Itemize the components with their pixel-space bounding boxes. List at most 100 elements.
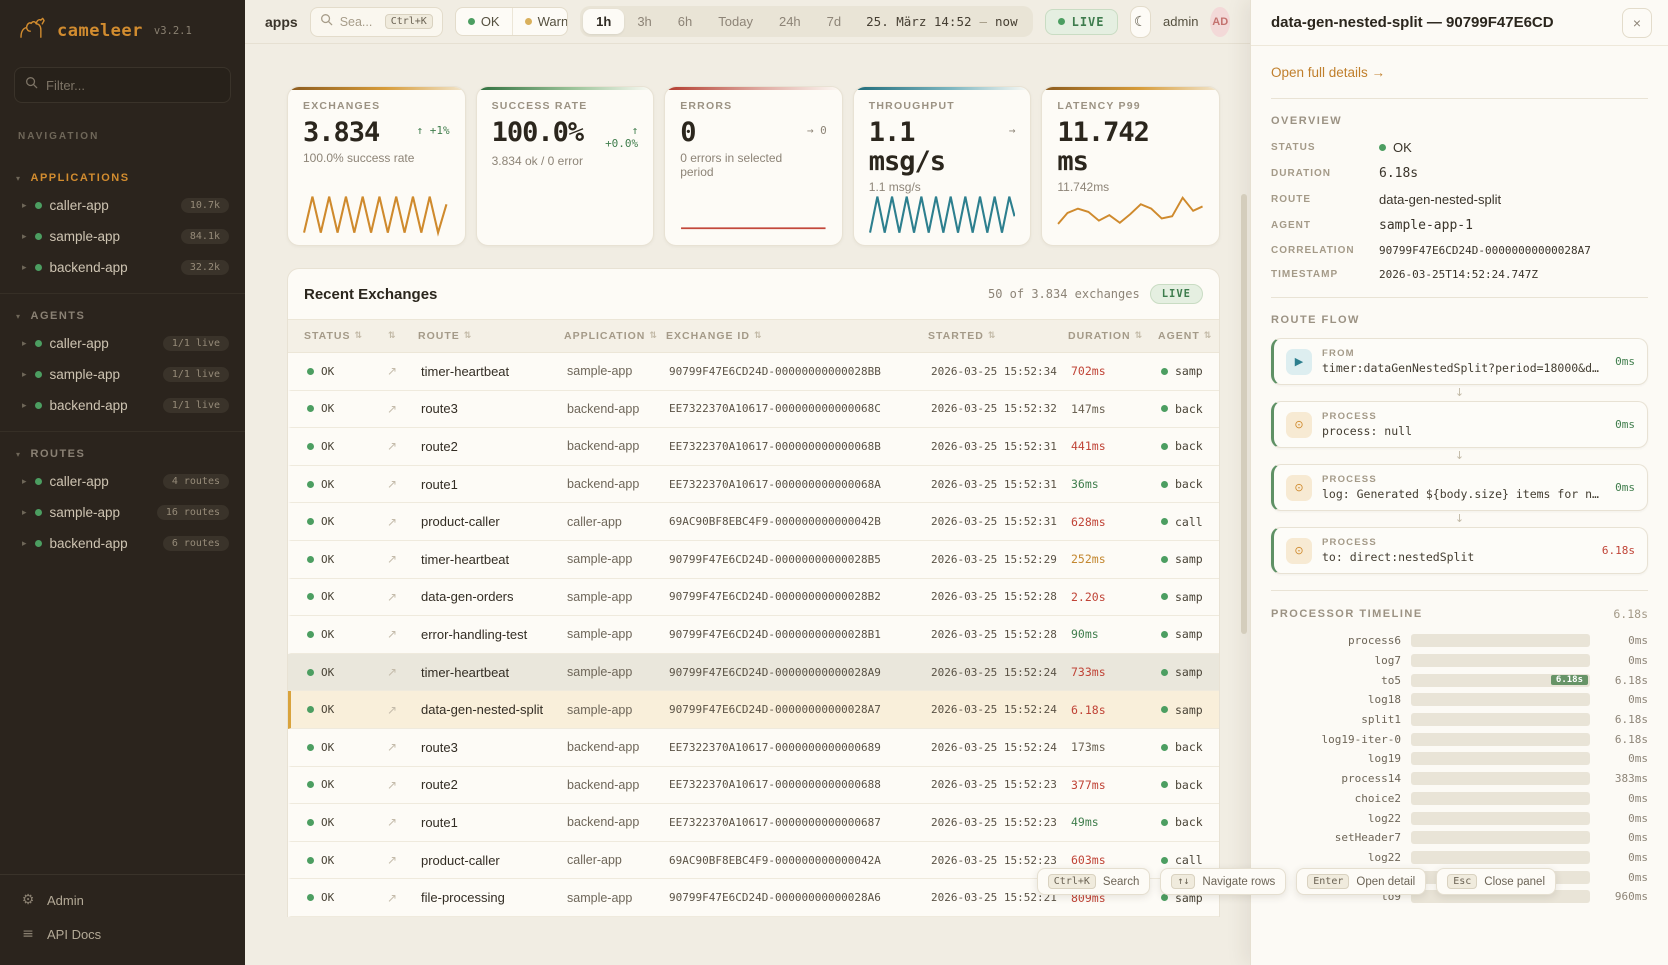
avatar[interactable]: AD — [1210, 6, 1230, 37]
table-row[interactable]: OK ↗ timer-heartbeat sample-app 90799F47… — [288, 653, 1219, 692]
open-exchange-icon[interactable]: ↗ — [387, 439, 398, 454]
sidebar-item-admin[interactable]: ⚙ Admin — [0, 883, 245, 917]
sidebar-item-agent[interactable]: ▸ sample-app 1/1 live — [0, 359, 245, 390]
time-range-option[interactable]: 6h — [677, 14, 693, 29]
open-exchange-icon[interactable]: ↗ — [387, 815, 398, 830]
table-row[interactable]: OK ↗ route2 backend-app EE7322370A10617-… — [288, 428, 1219, 466]
timeline-row[interactable]: log22 0ms — [1271, 808, 1648, 828]
open-exchange-icon[interactable]: ↗ — [387, 740, 398, 755]
theme-toggle[interactable]: ☾ — [1129, 5, 1152, 38]
flow-step-card[interactable]: ⊙ PROCESS to: direct:nestedSplit 6.18s — [1271, 527, 1648, 574]
stat-delta: → — [1008, 124, 1016, 137]
status-label: OK — [321, 815, 335, 829]
timeline-row[interactable]: process6 0ms — [1271, 631, 1648, 651]
live-indicator[interactable]: LIVE — [1044, 8, 1118, 35]
column-header[interactable]: STATUS ⇅ — [304, 330, 384, 342]
timeline-row[interactable]: setHeader7 0ms — [1271, 828, 1648, 848]
status-filter[interactable]: Warn — [511, 8, 567, 35]
sidebar-filter[interactable] — [14, 67, 231, 103]
table-row[interactable]: OK ↗ route1 backend-app EE7322370A10617-… — [288, 804, 1219, 842]
search-input[interactable] — [339, 14, 378, 29]
section-header-routes[interactable]: ▾ ROUTES — [0, 442, 245, 466]
duration-cell: 441ms — [1071, 439, 1106, 454]
sidebar-item-api-docs[interactable]: ≡ API Docs — [0, 917, 245, 951]
sidebar-item-agent[interactable]: ▸ caller-app 1/1 live — [0, 328, 245, 359]
sidebar-item-route[interactable]: ▸ backend-app 6 routes — [0, 528, 245, 559]
open-exchange-icon[interactable]: ↗ — [387, 777, 398, 792]
table-row[interactable]: OK ↗ route3 backend-app EE7322370A10617-… — [288, 729, 1219, 767]
sidebar-item-application[interactable]: ▸ caller-app 10.7k — [0, 190, 245, 221]
timeline-row[interactable]: split1 6.18s — [1271, 710, 1648, 730]
status-filter[interactable]: OK — [456, 8, 512, 35]
sidebar-item-route[interactable]: ▸ caller-app 4 routes — [0, 466, 245, 497]
processor-name: process14 — [1341, 772, 1401, 786]
timeline-row[interactable]: log19 0ms — [1271, 749, 1648, 769]
global-search[interactable]: Ctrl+K — [309, 6, 443, 37]
table-row[interactable]: OK ↗ route1 backend-app EE7322370A10617-… — [288, 466, 1219, 504]
column-header[interactable]: APPLICATION ⇅ — [564, 330, 666, 342]
table-row[interactable]: OK ↗ timer-heartbeat sample-app 90799F47… — [288, 541, 1219, 579]
section-header-agents[interactable]: ▾ AGENTS — [0, 304, 245, 328]
open-exchange-icon[interactable]: ↗ — [387, 890, 398, 905]
flow-step-card[interactable]: ⊙ PROCESS process: null 0ms — [1271, 401, 1648, 448]
time-range-option[interactable]: 24h — [778, 14, 801, 29]
table-row[interactable]: OK ↗ timer-heartbeat sample-app 90799F47… — [288, 353, 1219, 391]
section-header-applications[interactable]: ▾ APPLICATIONS — [0, 166, 245, 190]
table-row[interactable]: OK ↗ data-gen-orders sample-app 90799F47… — [288, 579, 1219, 617]
table-row[interactable]: OK ↗ file-processing sample-app 90799F47… — [288, 879, 1219, 917]
timeline-row[interactable]: process14 383ms — [1271, 769, 1648, 789]
column-header[interactable]: EXCHANGE ID ⇅ — [666, 330, 928, 342]
open-exchange-icon[interactable]: ↗ — [387, 627, 398, 642]
stat-card-success-rate[interactable]: SUCCESS RATE 100.0% ↑ +0.0% 3.834 ok / 0… — [475, 86, 655, 246]
main-scrollbar[interactable] — [1241, 194, 1247, 634]
column-header[interactable]: ⇅ — [384, 331, 418, 341]
chevron-right-icon: ▸ — [22, 538, 27, 549]
table-row[interactable]: OK ↗ product-caller caller-app 69AC90BF8… — [288, 842, 1219, 880]
stat-card-exchanges[interactable]: EXCHANGES 3.834 ↑ +1% 100.0% success rat… — [287, 86, 466, 246]
table-row[interactable]: OK ↗ product-caller caller-app 69AC90BF8… — [288, 503, 1219, 541]
close-panel-button[interactable]: × — [1622, 7, 1652, 38]
timeline-row[interactable]: to5 6.18s 6.18s — [1271, 670, 1648, 690]
table-row[interactable]: OK ↗ route2 backend-app EE7322370A10617-… — [288, 767, 1219, 805]
open-exchange-icon[interactable]: ↗ — [387, 401, 398, 416]
timeline-row[interactable]: log22 0ms — [1271, 848, 1648, 868]
open-exchange-icon[interactable]: ↗ — [387, 514, 398, 529]
sidebar-item-application[interactable]: ▸ sample-app 84.1k — [0, 221, 245, 252]
sidebar-item-application[interactable]: ▸ backend-app 32.2k — [0, 252, 245, 283]
stat-card-errors[interactable]: ERRORS 0 → 0 0 errors in selected period — [664, 86, 843, 246]
time-range-option[interactable]: 7d — [826, 14, 842, 29]
column-header[interactable]: STARTED ⇅ — [928, 330, 1068, 342]
sidebar-item-agent[interactable]: ▸ backend-app 1/1 live — [0, 390, 245, 421]
stat-card-throughput[interactable]: THROUGHPUT 1.1 msg/s → 1.1 msg/s — [852, 86, 1032, 246]
column-header[interactable]: ROUTE ⇅ — [418, 330, 564, 342]
route-flow-heading: ROUTE FLOW — [1271, 314, 1360, 326]
sidebar-item-route[interactable]: ▸ sample-app 16 routes — [0, 497, 245, 528]
column-header[interactable]: AGENT ⇅ — [1158, 330, 1212, 342]
time-range-option[interactable]: 1h — [583, 9, 625, 34]
flow-step-card[interactable]: ▶ FROM timer:dataGenNestedSplit?period=1… — [1271, 338, 1648, 385]
logo[interactable]: cameleer v3.2.1 — [0, 0, 245, 57]
open-full-details-link[interactable]: Open full details → — [1271, 65, 1386, 80]
open-exchange-icon[interactable]: ↗ — [387, 589, 398, 604]
open-exchange-icon[interactable]: ↗ — [387, 702, 398, 717]
time-range-option[interactable]: Today — [718, 14, 753, 29]
timeline-row[interactable]: log19-iter-0 6.18s — [1271, 729, 1648, 749]
flow-step-card[interactable]: ⊙ PROCESS log: Generated ${body.size} it… — [1271, 464, 1648, 511]
date-range-display[interactable]: 25. März 14:52 — now — [854, 14, 1029, 29]
timeline-row[interactable]: log18 0ms — [1271, 690, 1648, 710]
timeline-row[interactable]: choice2 0ms — [1271, 789, 1648, 809]
stat-card-latency[interactable]: LATENCY P99 11.742 ms 11.742ms — [1041, 86, 1220, 246]
open-exchange-icon[interactable]: ↗ — [387, 665, 398, 680]
open-exchange-icon[interactable]: ↗ — [387, 552, 398, 567]
table-row[interactable]: OK ↗ error-handling-test sample-app 9079… — [288, 616, 1219, 654]
table-row[interactable]: OK ↗ route3 backend-app EE7322370A10617-… — [288, 391, 1219, 429]
time-range-option[interactable]: 3h — [637, 14, 652, 29]
open-exchange-icon[interactable]: ↗ — [387, 477, 398, 492]
column-header[interactable]: DURATION ⇅ — [1068, 330, 1158, 342]
filter-input[interactable] — [46, 77, 220, 93]
open-exchange-icon[interactable]: ↗ — [387, 853, 398, 868]
open-exchange-icon[interactable]: ↗ — [387, 364, 398, 379]
chevron-down-icon: ▾ — [16, 449, 22, 459]
timeline-row[interactable]: log7 0ms — [1271, 651, 1648, 671]
table-row[interactable]: OK ↗ data-gen-nested-split sample-app 90… — [288, 691, 1219, 729]
